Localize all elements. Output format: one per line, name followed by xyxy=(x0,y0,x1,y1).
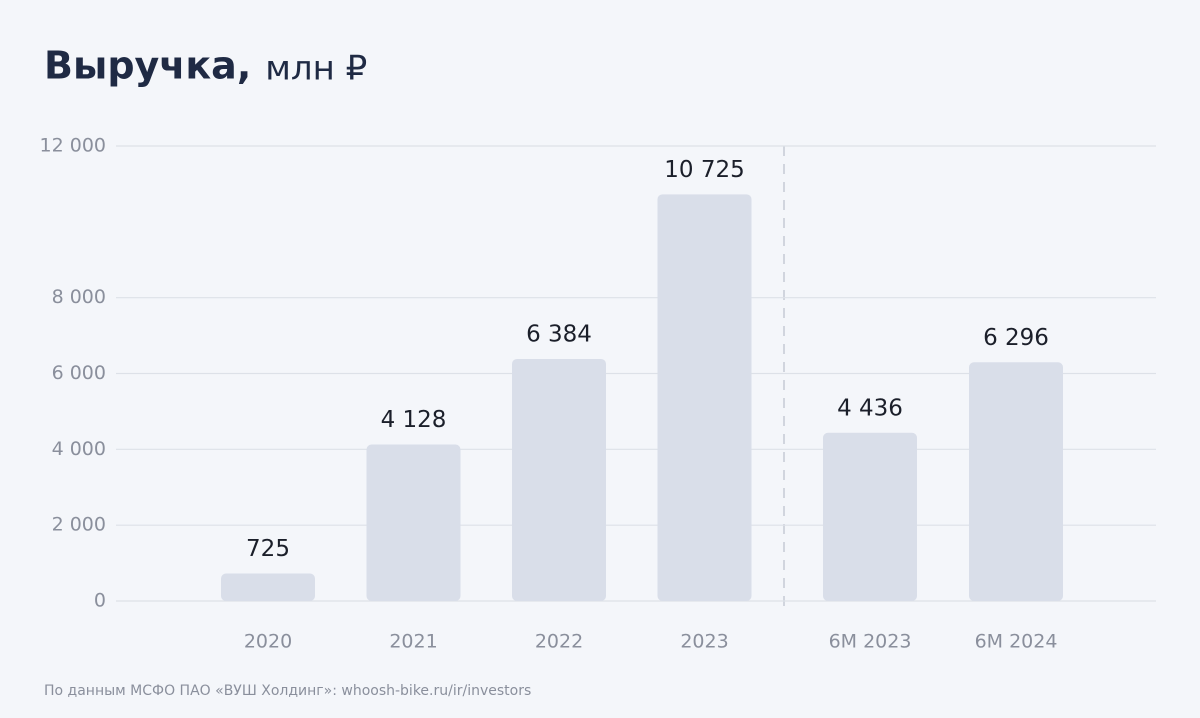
bar xyxy=(512,358,606,601)
value-label: 4 436 xyxy=(837,395,903,421)
value-label: 10 725 xyxy=(664,157,744,183)
value-label: 6 384 xyxy=(526,321,592,347)
x-tick-label: 2020 xyxy=(244,631,292,653)
bar xyxy=(366,444,461,601)
value-label: 4 128 xyxy=(381,407,447,433)
x-tick-label: 2022 xyxy=(535,631,583,653)
y-tick-label: 4 000 xyxy=(52,438,106,460)
source-note: По данным МСФО ПАО «ВУШ Холдинг»: whoosh… xyxy=(44,683,531,699)
x-tick-label: 6M 2023 xyxy=(829,631,912,653)
y-tick-label: 12 000 xyxy=(40,135,106,157)
bar xyxy=(969,362,1063,601)
y-tick-label: 8 000 xyxy=(52,286,106,308)
chart-title: Выручка, xyxy=(44,44,251,88)
bar xyxy=(823,432,917,601)
x-tick-label: 2021 xyxy=(389,631,437,653)
bar xyxy=(221,573,315,601)
bar xyxy=(657,194,752,601)
x-tick-label: 6M 2024 xyxy=(975,631,1058,653)
chart-subtitle: млн ₽ xyxy=(265,49,367,89)
x-tick-label: 2023 xyxy=(680,631,728,653)
y-tick-label: 0 xyxy=(94,590,106,612)
value-label: 6 296 xyxy=(983,325,1049,351)
y-tick-label: 6 000 xyxy=(52,362,106,384)
value-label: 725 xyxy=(246,536,290,562)
y-tick-label: 2 000 xyxy=(52,514,106,536)
